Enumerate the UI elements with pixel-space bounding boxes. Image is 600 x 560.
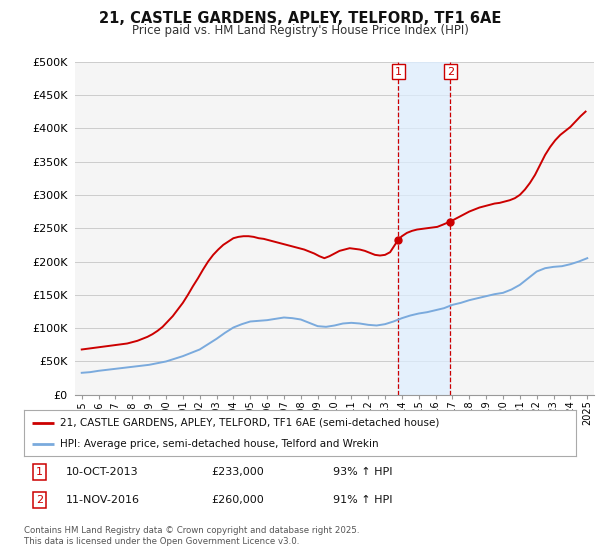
Text: 93% ↑ HPI: 93% ↑ HPI: [333, 467, 392, 477]
Text: 21, CASTLE GARDENS, APLEY, TELFORD, TF1 6AE: 21, CASTLE GARDENS, APLEY, TELFORD, TF1 …: [99, 11, 501, 26]
Text: 2: 2: [447, 67, 454, 77]
Text: 21, CASTLE GARDENS, APLEY, TELFORD, TF1 6AE (semi-detached house): 21, CASTLE GARDENS, APLEY, TELFORD, TF1 …: [60, 418, 439, 428]
Text: HPI: Average price, semi-detached house, Telford and Wrekin: HPI: Average price, semi-detached house,…: [60, 439, 379, 449]
Text: 11-NOV-2016: 11-NOV-2016: [65, 494, 139, 505]
Text: £233,000: £233,000: [212, 467, 265, 477]
Text: 1: 1: [395, 67, 402, 77]
Text: 91% ↑ HPI: 91% ↑ HPI: [333, 494, 392, 505]
Text: 1: 1: [36, 467, 43, 477]
Text: 2: 2: [36, 494, 43, 505]
Bar: [398, 62, 450, 395]
Text: 10-OCT-2013: 10-OCT-2013: [65, 467, 138, 477]
Text: Price paid vs. HM Land Registry's House Price Index (HPI): Price paid vs. HM Land Registry's House …: [131, 24, 469, 36]
Text: £260,000: £260,000: [212, 494, 265, 505]
Text: Contains HM Land Registry data © Crown copyright and database right 2025.
This d: Contains HM Land Registry data © Crown c…: [24, 526, 359, 546]
